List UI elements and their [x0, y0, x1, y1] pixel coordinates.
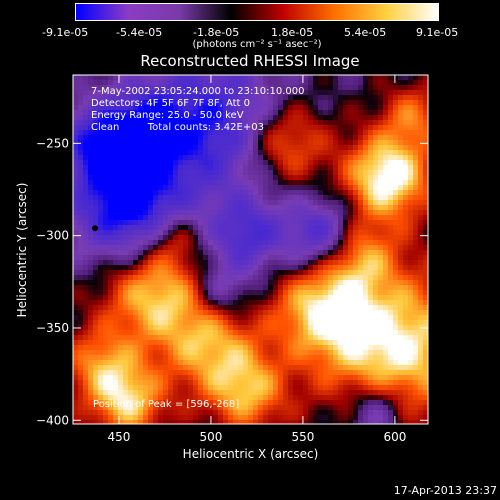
y-tick-label: −300	[36, 229, 69, 243]
axes: 450 500 550 600 −250 −300 −350 −400	[36, 75, 428, 444]
peak-position-text: Position of Peak = [596,-268]	[93, 399, 240, 410]
time-range-text: 7-May-2002 23:05:24.000 to 23:10:10.000	[91, 86, 305, 97]
timestamp: 17-Apr-2013 23:37	[393, 484, 497, 497]
algorithm-counts-text: Clean Total counts: 3.42E+03	[91, 122, 304, 134]
x-tick-label: 450	[108, 430, 131, 444]
x-tick-label: 600	[383, 430, 406, 444]
colorbar-tick-label: 9.1e-05	[416, 26, 459, 39]
minimum-marker	[92, 225, 99, 232]
colorbar-tick-label: -5.4e-05	[116, 26, 163, 39]
total-counts-text: Total counts: 3.42E+03	[147, 122, 264, 133]
colorbar-tick-label: -1.8e-05	[193, 26, 240, 39]
info-annotation: 7-May-2002 23:05:24.000 to 23:10:10.000 …	[91, 86, 304, 134]
x-tick-label: 550	[291, 430, 314, 444]
colorbar-tick-labels: -9.1e-05 -5.4e-05 -1.8e-05 1.8e-05 5.4e-…	[42, 26, 458, 39]
colorbar-tick-label: -9.1e-05	[42, 26, 89, 39]
chart-title: Reconstructed RHESSI Image	[140, 52, 360, 70]
colorbar-units: (photons cm⁻² s⁻¹ asec⁻²)	[192, 39, 322, 50]
energy-range-text: Energy Range: 25.0 - 50.0 keV	[91, 110, 244, 121]
colorbar-tick-label: 5.4e-05	[344, 26, 387, 39]
colorbar	[75, 3, 439, 21]
x-tick-label: 500	[200, 430, 223, 444]
y-tick-label: −400	[36, 413, 69, 427]
y-axis-label: Heliocentric Y (arcsec)	[15, 182, 29, 318]
y-tick-label: −350	[36, 321, 69, 335]
algorithm-text: Clean	[91, 122, 120, 133]
plot-frame	[72, 74, 429, 425]
x-axis-label: Heliocentric X (arcsec)	[182, 447, 319, 461]
y-tick-label: −250	[36, 136, 69, 150]
heatmap-image	[73, 75, 428, 424]
detectors-text: Detectors: 4F 5F 6F 7F 8F, Att 0	[91, 98, 251, 109]
colorbar-tick-label: 1.8e-05	[271, 26, 314, 39]
